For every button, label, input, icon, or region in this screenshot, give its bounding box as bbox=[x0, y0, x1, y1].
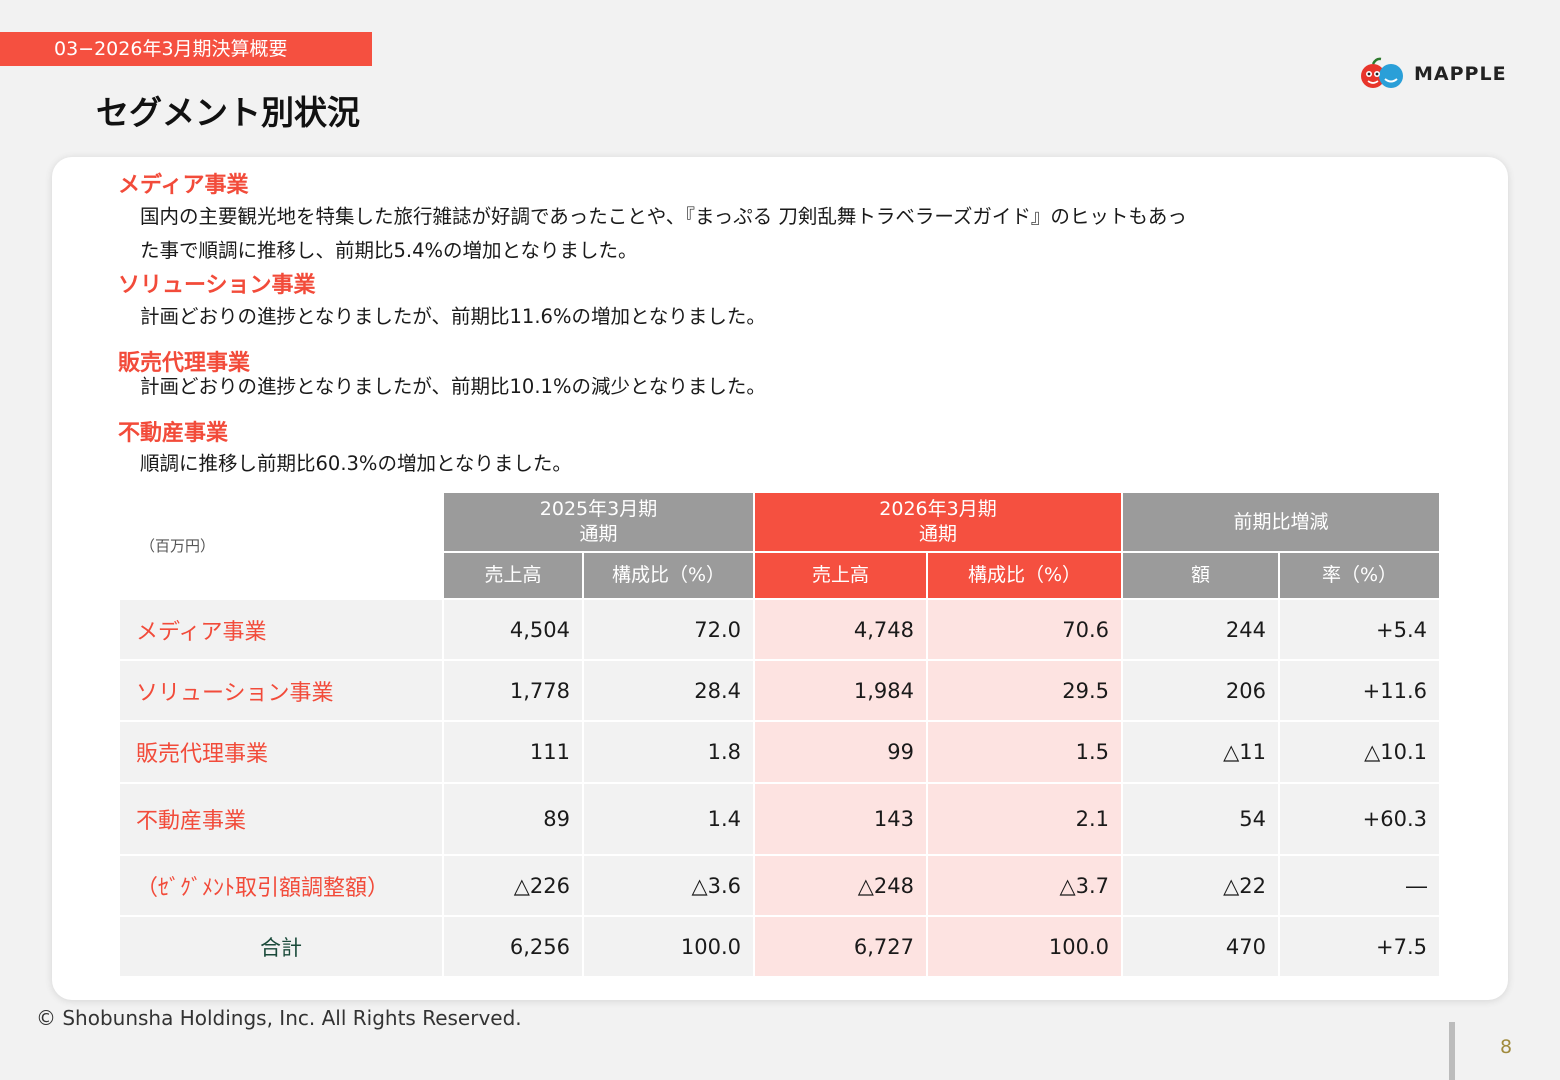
cell-ratio-prev: 1.4 bbox=[582, 782, 755, 856]
segment-text-realestate: 順調に推移し前期比60.3%の増加となりました。 bbox=[140, 447, 572, 481]
cell-sales-prev: 4,504 bbox=[442, 598, 584, 661]
cell-sales-curr: △248 bbox=[753, 854, 928, 917]
segment-text-line: 計画どおりの進捗となりましたが、前期比11.6%の増加となりました。 bbox=[140, 305, 766, 328]
row-label: メディア事業 bbox=[118, 598, 444, 661]
cell-ratio-prev: 72.0 bbox=[582, 598, 755, 661]
row-label: （ｾﾞｸﾞﾒﾝﾄ取引額調整額） bbox=[118, 854, 444, 917]
subheader-sales-curr: 売上高 bbox=[753, 551, 928, 600]
cell-change-amount: 470 bbox=[1121, 915, 1280, 978]
cell-ratio-curr: 2.1 bbox=[926, 782, 1123, 856]
segment-heading-solution: ソリューション事業 bbox=[118, 273, 316, 298]
header-period-prev: 2025年3月期 通期 bbox=[442, 491, 755, 553]
segment-heading-media: メディア事業 bbox=[118, 173, 249, 198]
cell-sales-prev: 1,778 bbox=[442, 659, 584, 722]
segment-text-line: 国内の主要観光地を特集した旅行雑誌が好調であったことや、『まっぷる 刀剣乱舞トラ… bbox=[140, 205, 1187, 228]
copyright: © Shobunsha Holdings, Inc. All Rights Re… bbox=[36, 1006, 522, 1030]
cell-sales-curr: 99 bbox=[753, 720, 928, 784]
cell-ratio-prev: 28.4 bbox=[582, 659, 755, 722]
subheader-amount: 額 bbox=[1121, 551, 1280, 600]
header-change: 前期比増減 bbox=[1121, 491, 1441, 553]
segment-text-line: 順調に推移し前期比60.3%の増加となりました。 bbox=[140, 452, 572, 475]
segment-text-line: 計画どおりの進捗となりましたが、前期比10.1%の減少となりました。 bbox=[140, 375, 766, 398]
cell-change-amount: △22 bbox=[1121, 854, 1280, 917]
subheader-ratio-prev: 構成比（%） bbox=[582, 551, 755, 600]
unit-label: （百万円） bbox=[118, 491, 444, 600]
cell-sales-prev: 89 bbox=[442, 782, 584, 856]
cell-sales-curr: 1,984 bbox=[753, 659, 928, 722]
row-label: 販売代理事業 bbox=[118, 720, 444, 784]
segment-text-media: 国内の主要観光地を特集した旅行雑誌が好調であったことや、『まっぷる 刀剣乱舞トラ… bbox=[140, 200, 1187, 268]
table-row: （ｾﾞｸﾞﾒﾝﾄ取引額調整額） △226 △3.6 △248 △3.7 △22 … bbox=[118, 854, 1441, 917]
cell-sales-curr: 6,727 bbox=[753, 915, 928, 978]
cell-change-rate: +11.6 bbox=[1278, 659, 1441, 722]
table-row: 販売代理事業 111 1.8 99 1.5 △11 △10.1 bbox=[118, 720, 1441, 784]
table-row-total: 合計 6,256 100.0 6,727 100.0 470 +7.5 bbox=[118, 915, 1441, 978]
cell-ratio-curr: 29.5 bbox=[926, 659, 1123, 722]
cell-sales-curr: 143 bbox=[753, 782, 928, 856]
cell-sales-prev: △226 bbox=[442, 854, 584, 917]
cell-change-rate: +60.3 bbox=[1278, 782, 1441, 856]
cell-sales-prev: 111 bbox=[442, 720, 584, 784]
subheader-rate: 率（%） bbox=[1278, 551, 1441, 600]
cell-change-amount: △11 bbox=[1121, 720, 1280, 784]
cell-sales-prev: 6,256 bbox=[442, 915, 584, 978]
row-label: ソリューション事業 bbox=[118, 659, 444, 722]
cell-change-rate: ― bbox=[1278, 854, 1441, 917]
segment-text-line: た事で順調に推移し、前期比5.4%の増加となりました。 bbox=[140, 239, 638, 262]
table-row: メディア事業 4,504 72.0 4,748 70.6 244 +5.4 bbox=[118, 598, 1441, 661]
cell-change-amount: 54 bbox=[1121, 782, 1280, 856]
page-number: 8 bbox=[1500, 1036, 1513, 1058]
cell-ratio-curr: 1.5 bbox=[926, 720, 1123, 784]
table-row: 不動産事業 89 1.4 143 2.1 54 +60.3 bbox=[118, 782, 1441, 856]
segment-heading-agency: 販売代理事業 bbox=[118, 351, 251, 376]
page-title: セグメント別状況 bbox=[96, 93, 360, 132]
cell-change-rate: △10.1 bbox=[1278, 720, 1441, 784]
company-logo: MAPPLE bbox=[1358, 56, 1507, 92]
cell-change-amount: 244 bbox=[1121, 598, 1280, 661]
mapple-logo-icon bbox=[1361, 57, 1403, 88]
segment-text-solution: 計画どおりの進捗となりましたが、前期比11.6%の増加となりました。 bbox=[140, 300, 766, 334]
subheader-sales-prev: 売上高 bbox=[442, 551, 584, 600]
section-tag: 03−2026年3月期決算概要 bbox=[0, 32, 372, 66]
cell-change-rate: +7.5 bbox=[1278, 915, 1441, 978]
logo-text: MAPPLE bbox=[1414, 63, 1507, 85]
segment-heading-realestate: 不動産事業 bbox=[118, 421, 229, 446]
cell-ratio-curr: 70.6 bbox=[926, 598, 1123, 661]
cell-ratio-prev: 100.0 bbox=[582, 915, 755, 978]
cell-ratio-prev: △3.6 bbox=[582, 854, 755, 917]
cell-ratio-curr: 100.0 bbox=[926, 915, 1123, 978]
header-period-curr: 2026年3月期 通期 bbox=[753, 491, 1123, 553]
cell-sales-curr: 4,748 bbox=[753, 598, 928, 661]
page-divider bbox=[1449, 1022, 1455, 1080]
row-label: 合計 bbox=[118, 915, 444, 978]
table-row: ソリューション事業 1,778 28.4 1,984 29.5 206 +11.… bbox=[118, 659, 1441, 722]
segment-text-agency: 計画どおりの進捗となりましたが、前期比10.1%の減少となりました。 bbox=[140, 370, 766, 404]
row-label: 不動産事業 bbox=[118, 782, 444, 856]
segment-table: （百万円） 2025年3月期 通期 2026年3月期 通期 前期比増減 売上高 構成… bbox=[118, 491, 1441, 978]
cell-ratio-prev: 1.8 bbox=[582, 720, 755, 784]
content-card: メディア事業 国内の主要観光地を特集した旅行雑誌が好調であったことや、『まっぷる… bbox=[52, 157, 1508, 1000]
cell-change-amount: 206 bbox=[1121, 659, 1280, 722]
cell-change-rate: +5.4 bbox=[1278, 598, 1441, 661]
cell-ratio-curr: △3.7 bbox=[926, 854, 1123, 917]
subheader-ratio-curr: 構成比（%） bbox=[926, 551, 1123, 600]
